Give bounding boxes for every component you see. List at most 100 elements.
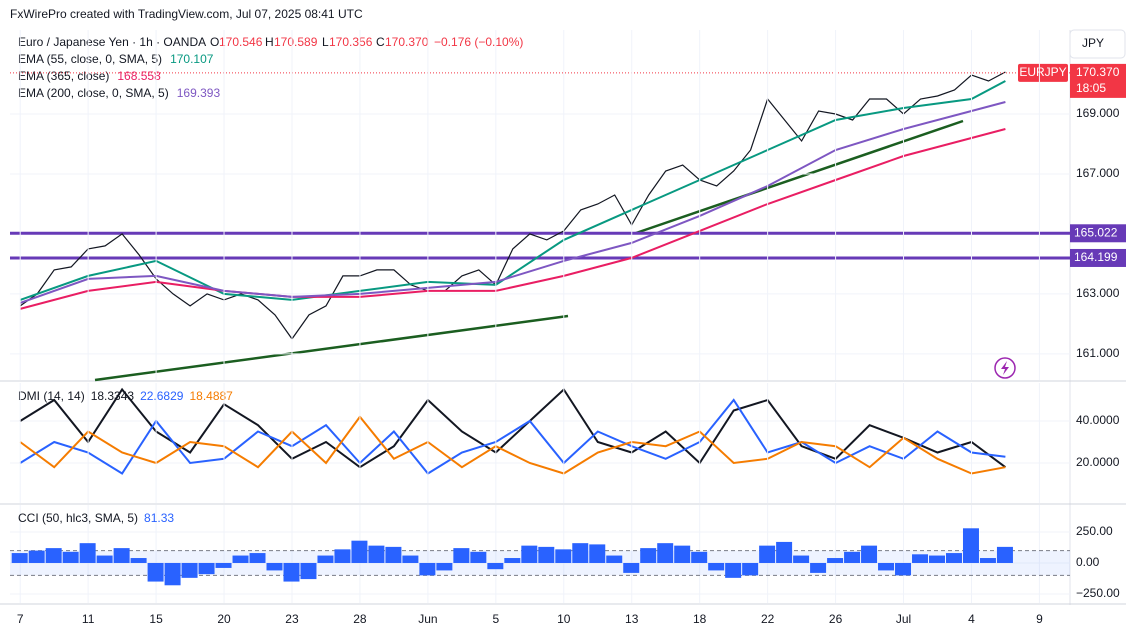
cci-bar: [623, 562, 640, 573]
cci-bar: [96, 555, 113, 563]
x-tick-label: 20: [217, 612, 231, 626]
trend-line: [635, 119, 964, 235]
y-tick-label: 250.00: [1076, 524, 1113, 538]
cci-bar: [691, 551, 708, 563]
cci-bar: [912, 554, 929, 563]
cci-bar: [861, 545, 878, 563]
cci-bar: [232, 555, 249, 563]
series-line: [19, 80, 1006, 301]
cci-bar: [674, 545, 691, 563]
y-tick-label: 0.00: [1076, 555, 1100, 569]
cci-bar: [45, 548, 62, 563]
indicator-name: EMA (55, close, 0, SMA, 5): [18, 52, 162, 66]
cci-bar: [521, 545, 538, 563]
cci-bar: [878, 562, 895, 571]
c-key: C: [376, 35, 385, 49]
indicator-name: DMI (14, 14): [18, 389, 85, 403]
series-line: [19, 128, 1006, 310]
y-tick-label: 40.0000: [1076, 413, 1120, 427]
cci-bar: [810, 562, 827, 573]
cci-bar: [266, 562, 283, 571]
cci-bar: [606, 555, 623, 563]
indicator-value: 22.6829: [140, 389, 184, 403]
x-tick-label: 15: [149, 612, 163, 626]
y-tick-label: −250.00: [1076, 586, 1120, 600]
cci-bar: [895, 562, 912, 576]
cci-bar: [470, 551, 487, 563]
h-value: 170.589: [274, 35, 318, 49]
credit: FxWirePro created with TradingView.com, …: [10, 7, 363, 21]
x-tick-label: 26: [829, 612, 843, 626]
x-tick-label: Jun: [418, 612, 437, 626]
price-box: [1070, 63, 1126, 98]
indicator-value: 18.4887: [189, 389, 233, 403]
cci-bar: [945, 553, 962, 563]
indicator-name: EMA (200, close, 0, SMA, 5): [18, 86, 169, 100]
cci-bar: [962, 528, 979, 563]
cci-bar: [453, 548, 470, 563]
cci-bar: [827, 558, 844, 563]
cci-bar: [538, 546, 555, 563]
x-tick-label: 22: [761, 612, 775, 626]
symbol: Euro / Japanese Yen · 1h · OANDA: [18, 35, 206, 49]
cci-bar: [334, 549, 351, 563]
cci-bar: [300, 562, 317, 580]
symbol-box: [1018, 63, 1068, 82]
cci-bar: [249, 553, 266, 563]
cci-bar: [62, 551, 79, 563]
x-tick-label: 11: [82, 612, 95, 626]
x-tick-label: Jul: [896, 612, 911, 626]
cci-bar: [657, 543, 674, 563]
cci-bar: [589, 544, 606, 563]
level-label: 164.199: [1074, 250, 1118, 264]
cci-bar: [181, 562, 198, 578]
x-tick-label: 9: [1036, 612, 1043, 626]
x-tick-label: 5: [492, 612, 499, 626]
cci-bar: [504, 558, 521, 563]
cci-bar: [79, 543, 96, 563]
cci-bar: [283, 562, 300, 582]
x-tick-label: 28: [353, 612, 367, 626]
cci-bar: [555, 549, 572, 563]
x-tick-label: 7: [17, 612, 24, 626]
indicator-name: CCI (50, hlc3, SMA, 5): [18, 511, 138, 525]
level-label-box: [1070, 248, 1126, 267]
x-tick-label: 18: [693, 612, 707, 626]
indicator-value: 169.393: [177, 86, 221, 100]
alert-bolt: [1001, 361, 1009, 375]
cci-bar: [436, 562, 453, 571]
cci-bar: [419, 562, 436, 576]
countdown: 18:05: [1076, 81, 1106, 95]
x-tick-label: 13: [625, 612, 639, 626]
cci-bar: [317, 555, 334, 563]
cci-bar: [979, 558, 996, 563]
indicator-value: 81.33: [144, 511, 174, 525]
y-tick-label: 163.000: [1076, 286, 1120, 300]
cci-bar: [402, 555, 419, 563]
series-line: [19, 415, 1006, 475]
indicator-value: 170.107: [170, 52, 214, 66]
l-key: L: [322, 35, 329, 49]
cci-bar: [640, 548, 657, 563]
indicator-value: 18.3343: [91, 389, 135, 403]
currency[interactable]: JPY: [1082, 36, 1104, 50]
cci-bar: [793, 555, 810, 563]
alert-icon[interactable]: [994, 357, 1016, 379]
y-tick-label: 167.000: [1076, 166, 1120, 180]
cci-bar: [130, 558, 147, 563]
x-tick-label: 23: [285, 612, 299, 626]
cci-bar: [368, 545, 385, 563]
cci-bar: [11, 553, 28, 563]
cci-bar: [113, 548, 130, 563]
cci-bar: [929, 555, 945, 563]
cci-bar: [572, 543, 589, 563]
cci-bar: [708, 562, 725, 571]
cci-bar: [351, 540, 368, 563]
y-tick-label: 20.0000: [1076, 455, 1120, 469]
change: −0.176 (−0.10%): [434, 35, 523, 49]
series-line: [19, 101, 1006, 304]
cci-bar: [215, 562, 232, 568]
cci-bar: [759, 545, 776, 563]
x-tick-label: 10: [557, 612, 571, 626]
